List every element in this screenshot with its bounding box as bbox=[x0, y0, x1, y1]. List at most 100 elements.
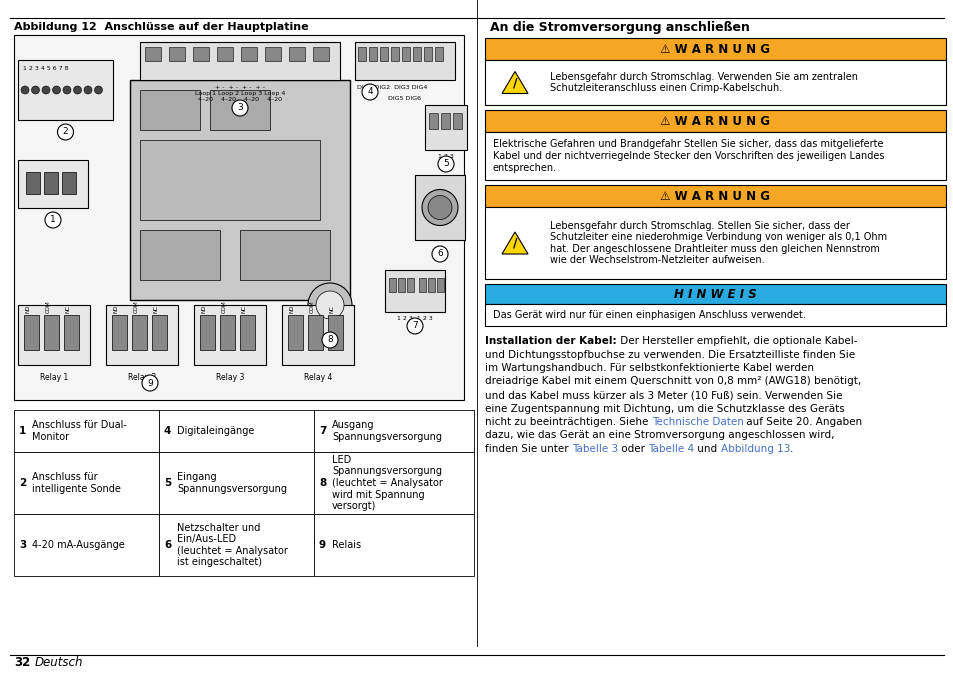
Text: Relay 3: Relay 3 bbox=[215, 373, 244, 382]
FancyBboxPatch shape bbox=[484, 207, 945, 279]
Text: ⚠ W A R N U N G: ⚠ W A R N U N G bbox=[659, 190, 770, 203]
Polygon shape bbox=[501, 71, 527, 94]
FancyBboxPatch shape bbox=[140, 90, 200, 130]
Circle shape bbox=[432, 246, 448, 262]
Text: DIG5 DIG6: DIG5 DIG6 bbox=[388, 96, 421, 101]
FancyBboxPatch shape bbox=[14, 452, 159, 514]
Text: Abbildung 12  Anschlüsse auf der Hauptplatine: Abbildung 12 Anschlüsse auf der Hauptpla… bbox=[14, 22, 309, 32]
FancyBboxPatch shape bbox=[484, 38, 945, 60]
FancyBboxPatch shape bbox=[18, 60, 112, 120]
FancyBboxPatch shape bbox=[26, 172, 40, 194]
FancyBboxPatch shape bbox=[314, 452, 474, 514]
Text: und Dichtungsstopfbuchse zu verwenden. Die Ersatzteilliste finden Sie: und Dichtungsstopfbuchse zu verwenden. D… bbox=[484, 349, 854, 359]
FancyBboxPatch shape bbox=[193, 305, 266, 365]
Text: COM: COM bbox=[133, 300, 139, 313]
FancyBboxPatch shape bbox=[415, 175, 464, 240]
FancyBboxPatch shape bbox=[413, 47, 420, 61]
FancyBboxPatch shape bbox=[169, 47, 185, 61]
Text: 4-20 mA-Ausgänge: 4-20 mA-Ausgänge bbox=[32, 540, 125, 550]
Text: Abbildung 13: Abbildung 13 bbox=[720, 444, 789, 454]
FancyBboxPatch shape bbox=[18, 305, 90, 365]
FancyBboxPatch shape bbox=[44, 172, 58, 194]
Text: 8: 8 bbox=[318, 478, 326, 488]
Text: dreiadrige Kabel mit einem Querschnitt von 0,8 mm² (AWG18) benötigt,: dreiadrige Kabel mit einem Querschnitt v… bbox=[484, 376, 861, 386]
Text: 1 2 3: 1 2 3 bbox=[437, 154, 454, 159]
Circle shape bbox=[84, 86, 91, 94]
Circle shape bbox=[308, 283, 352, 327]
Text: und das Kabel muss kürzer als 3 Meter (10 Fuß) sein. Verwenden Sie: und das Kabel muss kürzer als 3 Meter (1… bbox=[484, 390, 841, 400]
FancyBboxPatch shape bbox=[288, 315, 303, 350]
Text: auf Seite 20. Angaben: auf Seite 20. Angaben bbox=[742, 417, 862, 427]
FancyBboxPatch shape bbox=[159, 514, 314, 576]
Text: Installation der Kabel:: Installation der Kabel: bbox=[484, 336, 616, 346]
Text: 6: 6 bbox=[436, 250, 442, 258]
Text: Netzschalter und
Ein/Aus-LED
(leuchtet = Analysator
ist eingeschaltet): Netzschalter und Ein/Aus-LED (leuchtet =… bbox=[177, 523, 288, 567]
Circle shape bbox=[361, 84, 377, 100]
Text: Anschluss für
intelligente Sonde: Anschluss für intelligente Sonde bbox=[32, 472, 121, 494]
Text: 8: 8 bbox=[327, 336, 333, 345]
Text: An die Stromversorgung anschließen: An die Stromversorgung anschließen bbox=[490, 20, 749, 34]
Text: im Wartungshandbuch. Für selbstkonfektionierte Kabel werden: im Wartungshandbuch. Für selbstkonfektio… bbox=[484, 363, 813, 373]
Text: 5: 5 bbox=[442, 160, 449, 168]
FancyBboxPatch shape bbox=[240, 315, 254, 350]
Text: Eingang
Spannungsversorgung: Eingang Spannungsversorgung bbox=[177, 472, 287, 494]
Text: oder: oder bbox=[618, 444, 648, 454]
Circle shape bbox=[407, 318, 422, 334]
FancyBboxPatch shape bbox=[241, 47, 256, 61]
FancyBboxPatch shape bbox=[132, 315, 147, 350]
Circle shape bbox=[428, 195, 452, 219]
FancyBboxPatch shape bbox=[106, 305, 178, 365]
Text: NO: NO bbox=[26, 305, 30, 313]
FancyBboxPatch shape bbox=[407, 278, 414, 292]
Circle shape bbox=[232, 100, 248, 116]
FancyBboxPatch shape bbox=[62, 172, 76, 194]
Text: /: / bbox=[512, 236, 517, 250]
Text: 2: 2 bbox=[19, 478, 27, 488]
Text: COM: COM bbox=[222, 300, 227, 313]
Text: Relay 1: Relay 1 bbox=[40, 373, 68, 382]
FancyBboxPatch shape bbox=[453, 113, 461, 129]
Text: NC: NC bbox=[330, 305, 335, 313]
FancyBboxPatch shape bbox=[357, 47, 366, 61]
Circle shape bbox=[63, 86, 71, 94]
Text: 3: 3 bbox=[237, 104, 243, 112]
Text: /: / bbox=[512, 76, 517, 89]
FancyBboxPatch shape bbox=[112, 315, 127, 350]
FancyBboxPatch shape bbox=[14, 514, 159, 576]
Circle shape bbox=[57, 124, 73, 140]
FancyBboxPatch shape bbox=[424, 105, 467, 150]
FancyBboxPatch shape bbox=[289, 47, 305, 61]
FancyBboxPatch shape bbox=[314, 514, 474, 576]
FancyBboxPatch shape bbox=[140, 140, 319, 220]
Text: DIG1 DIG2  DIG3 DIG4: DIG1 DIG2 DIG3 DIG4 bbox=[356, 85, 427, 90]
Text: nicht zu beeinträchtigen. Siehe: nicht zu beeinträchtigen. Siehe bbox=[484, 417, 651, 427]
Text: Elektrische Gefahren und Brandgefahr Stellen Sie sicher, dass das mitgelieferte
: Elektrische Gefahren und Brandgefahr Ste… bbox=[493, 139, 883, 172]
Circle shape bbox=[52, 86, 60, 94]
Text: 1 2 3 4 5 6 7 8: 1 2 3 4 5 6 7 8 bbox=[23, 65, 69, 71]
Text: + -  + -  + -  + -
Loop 1 Loop 2 Loop 3 Loop 4
4–20    4–20    4–20    4–20: + - + - + - + - Loop 1 Loop 2 Loop 3 Loo… bbox=[194, 85, 285, 102]
FancyBboxPatch shape bbox=[484, 185, 945, 207]
Text: Der Hersteller empfiehlt, die optionale Kabel-: Der Hersteller empfiehlt, die optionale … bbox=[616, 336, 856, 346]
Text: 9: 9 bbox=[318, 540, 326, 550]
FancyBboxPatch shape bbox=[314, 410, 474, 452]
FancyBboxPatch shape bbox=[308, 315, 323, 350]
Circle shape bbox=[21, 86, 29, 94]
Text: 7: 7 bbox=[412, 322, 417, 330]
Circle shape bbox=[73, 86, 81, 94]
FancyBboxPatch shape bbox=[484, 284, 945, 304]
Text: LED
Spannungsversorgung
(leuchtet = Analysator
wird mit Spannung
versorgt): LED Spannungsversorgung (leuchtet = Anal… bbox=[332, 455, 442, 511]
FancyBboxPatch shape bbox=[328, 315, 343, 350]
FancyBboxPatch shape bbox=[379, 47, 388, 61]
FancyBboxPatch shape bbox=[240, 230, 330, 280]
Text: NO: NO bbox=[113, 305, 119, 313]
FancyBboxPatch shape bbox=[64, 315, 79, 350]
FancyBboxPatch shape bbox=[24, 315, 39, 350]
Text: 3: 3 bbox=[19, 540, 27, 550]
Text: 7: 7 bbox=[318, 426, 326, 436]
Text: finden Sie unter: finden Sie unter bbox=[484, 444, 571, 454]
Text: NO: NO bbox=[290, 305, 294, 313]
FancyBboxPatch shape bbox=[428, 278, 435, 292]
FancyBboxPatch shape bbox=[423, 47, 432, 61]
Circle shape bbox=[45, 212, 61, 228]
Text: 9: 9 bbox=[147, 378, 152, 388]
